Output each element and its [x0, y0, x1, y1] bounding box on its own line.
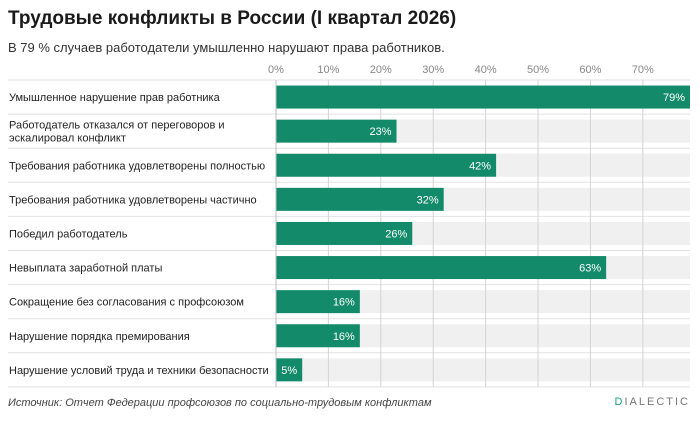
x-tick-label: 40%: [475, 64, 497, 76]
bar-value-label: 16%: [333, 331, 355, 343]
bar-value-label: 26%: [385, 228, 407, 240]
bar-track: [276, 358, 690, 382]
bar: [276, 85, 690, 109]
bar: [276, 324, 360, 348]
category-label-line: Победил работодатель: [9, 228, 128, 240]
source-note: Источник: Отчет Федерации профсоюзов по …: [8, 397, 432, 409]
x-tick-label: 30%: [422, 64, 444, 76]
category-label: Невыплата заработной платы: [9, 263, 162, 275]
category-label: Победил работодатель: [9, 228, 128, 240]
brand-logo-text: IALECTIC: [624, 396, 690, 408]
bar: [276, 221, 413, 245]
bar-value-label: 16%: [333, 297, 355, 309]
bar: [276, 187, 444, 211]
category-label: Нарушение условий труда и техники безопа…: [9, 365, 269, 377]
bar: [276, 290, 360, 314]
x-tick-label: 20%: [370, 64, 392, 76]
bar-value-label: 32%: [417, 194, 439, 206]
bar-track: [276, 290, 690, 314]
x-tick-label: 50%: [527, 64, 549, 76]
category-label-line: Невыплата заработной платы: [9, 263, 162, 275]
bar-value-label: 63%: [579, 263, 601, 275]
category-label: Нарушение порядка премирования: [9, 331, 190, 343]
bar: [276, 119, 397, 143]
chart-title: Трудовые конфликты в России (I квартал 2…: [8, 8, 457, 29]
x-tick-label: 70%: [632, 64, 654, 76]
bar-value-label: 5%: [281, 365, 297, 377]
x-tick-label: 10%: [317, 64, 339, 76]
x-tick-label: 60%: [579, 64, 601, 76]
category-label-line: Нарушение условий труда и техники безопа…: [9, 365, 269, 377]
x-tick-label: 0%: [268, 64, 284, 76]
bar-value-label: 79%: [663, 92, 685, 104]
bar-value-label: 23%: [370, 126, 392, 138]
bar: [276, 153, 497, 177]
brand-logo-accent: D: [614, 396, 625, 408]
brand-logo: DIALECTIC: [615, 396, 690, 408]
category-label-line: Требования работника удовлетворены полно…: [9, 160, 265, 172]
bar-value-label: 42%: [469, 160, 491, 172]
category-label-line: Нарушение порядка премирования: [9, 331, 190, 343]
chart-subtitle: В 79 % случаев работодатели умышленно на…: [8, 40, 445, 55]
category-label: Умышленное нарушение прав работника: [9, 92, 221, 104]
bar: [276, 256, 607, 280]
category-label-line: Требования работника удовлетворены части…: [9, 194, 257, 206]
category-label-line: Сокращение без согласования с профсоюзом: [9, 297, 244, 309]
category-label: Требования работника удовлетворены части…: [9, 194, 257, 206]
bar: [276, 358, 303, 382]
bar-track: [276, 324, 690, 348]
category-label-line: Умышленное нарушение прав работника: [9, 92, 221, 104]
category-label-line: Работодатель отказался от переговоров и: [9, 120, 225, 132]
category-label: Требования работника удовлетворены полно…: [9, 160, 265, 172]
category-label: Сокращение без согласования с профсоюзом: [9, 297, 244, 309]
category-label-line: эскалировал конфликт: [9, 133, 126, 145]
